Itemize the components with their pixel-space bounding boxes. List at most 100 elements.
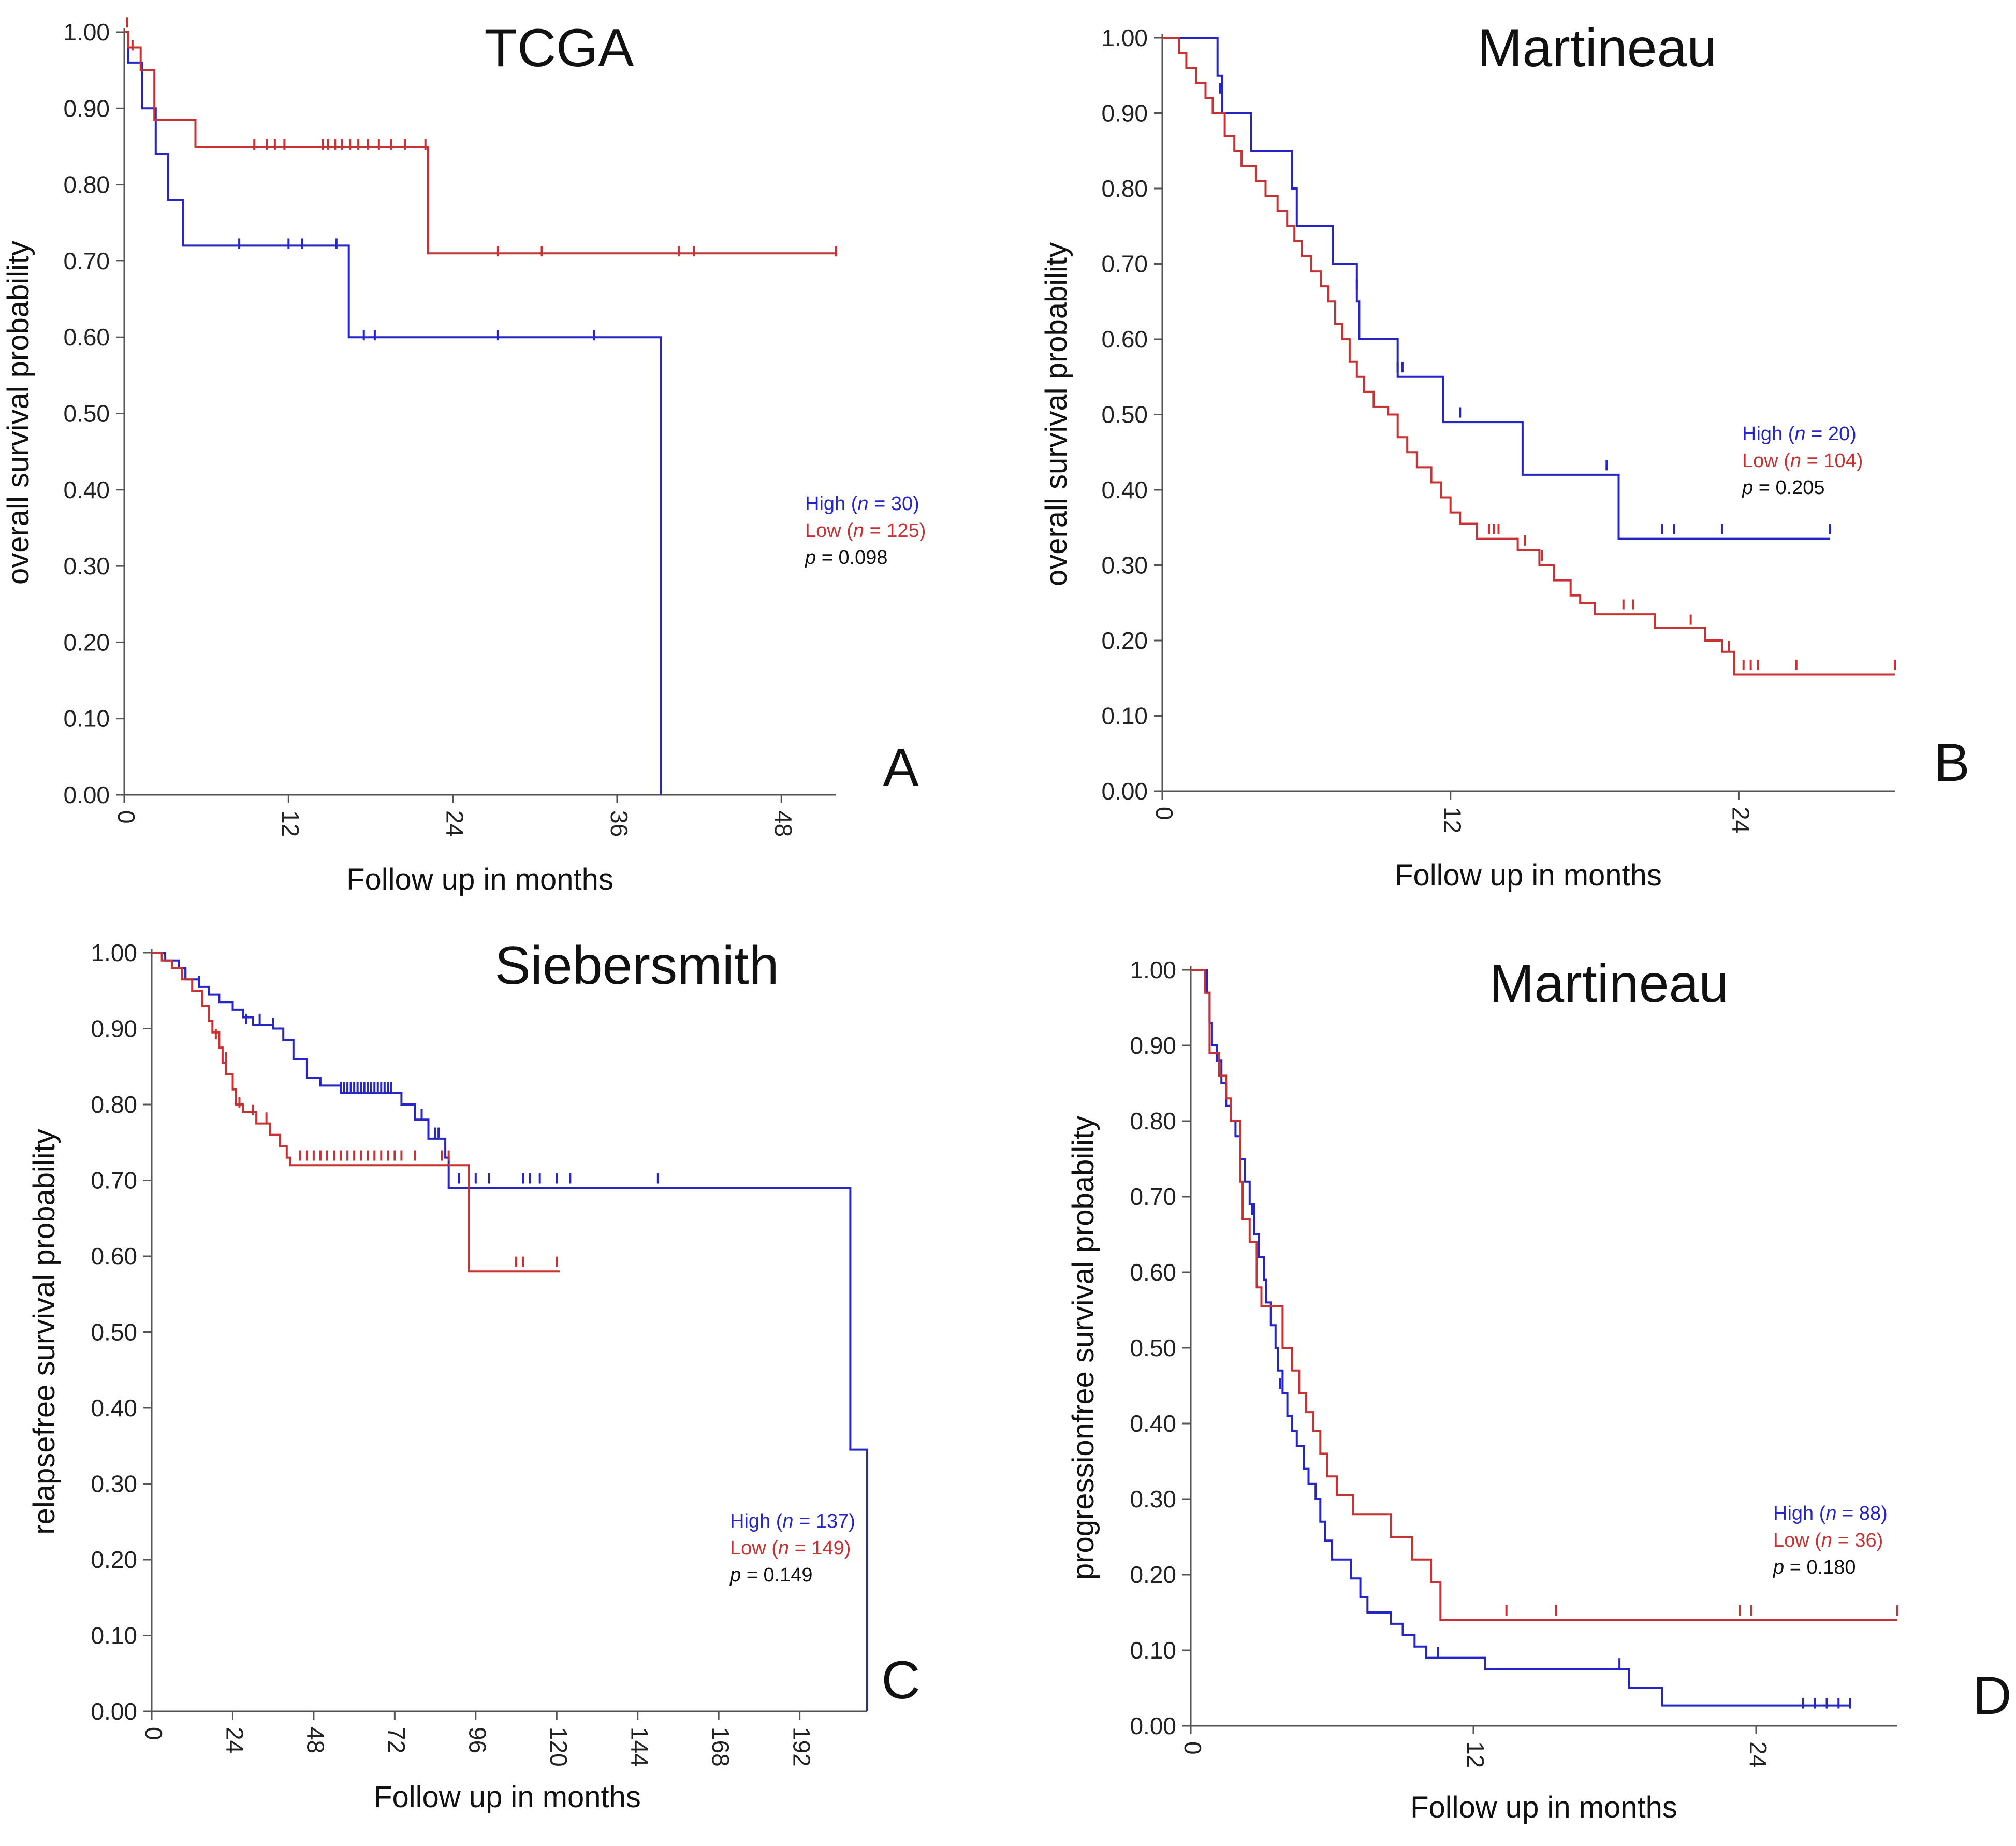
x-tick-label: 0 xyxy=(113,810,140,824)
legend-low: Low (n = 36) xyxy=(1773,1530,1883,1551)
legend-p-symbol: p xyxy=(729,1564,741,1586)
y-tick-label: 0.40 xyxy=(1101,476,1148,503)
y-tick-label: 1.00 xyxy=(1130,956,1176,983)
legend-p-value: p = 0.149 xyxy=(729,1564,813,1586)
legend-p-value: p = 0.205 xyxy=(1742,477,1825,499)
legend-p-number: = 0.098 xyxy=(816,547,887,569)
y-axis-label: progressionfree survival probability xyxy=(1067,1116,1100,1580)
legend-low-label: Low ( xyxy=(1742,450,1790,472)
legend-high-label: High ( xyxy=(1742,423,1795,445)
y-tick-label: 0.00 xyxy=(1130,1712,1176,1739)
y-tick-label: 0.50 xyxy=(63,400,110,427)
legend-low-label: Low ( xyxy=(730,1537,778,1559)
legend-low-n: n xyxy=(778,1537,789,1559)
survival-curve-high xyxy=(1191,969,1850,1707)
x-tick-label: 120 xyxy=(545,1727,572,1767)
x-tick-label: 0 xyxy=(1179,1741,1206,1755)
y-tick-label: 0.40 xyxy=(1130,1410,1176,1437)
y-tick-label: 1.00 xyxy=(91,939,137,966)
legend-p-number: = 0.205 xyxy=(1753,477,1824,499)
y-tick-label: 0.70 xyxy=(63,248,110,274)
y-tick-label: 0.20 xyxy=(1101,627,1148,654)
y-tick-label: 0.10 xyxy=(1101,703,1148,730)
legend-high-count: = 30) xyxy=(869,493,919,515)
legend-low-label: Low ( xyxy=(805,520,853,542)
y-tick-label: 0.90 xyxy=(1101,100,1148,127)
survival-curve-low xyxy=(1191,969,1897,1621)
legend-high: High (n = 137) xyxy=(730,1510,855,1532)
legend-high-label: High ( xyxy=(1773,1503,1826,1524)
y-tick-label: 0.50 xyxy=(1101,401,1148,428)
legend-high-n: n xyxy=(857,493,868,515)
y-axis-label: overall survival probability xyxy=(1040,242,1073,586)
y-tick-label: 1.00 xyxy=(1101,24,1148,51)
legend-p-number: = 0.149 xyxy=(741,1564,812,1586)
y-tick-label: 0.70 xyxy=(91,1167,137,1194)
y-tick-label: 0.00 xyxy=(63,781,110,808)
y-tick-label: 0.40 xyxy=(63,476,110,503)
survival-curve-high xyxy=(152,952,868,1711)
panel-a-tcga-overall-survival: 0.00 0.10 0.20 0.30 0.40 0.50 0.60 0.70 0.80 0.90… xyxy=(2,17,926,896)
legend-p-value: p = 0.180 xyxy=(1773,1557,1856,1578)
y-tick-label: 0.70 xyxy=(1101,251,1148,278)
survival-curve-high xyxy=(1162,37,1830,540)
x-tick-label: 24 xyxy=(221,1727,248,1753)
legend-low-n: n xyxy=(853,520,864,542)
x-axis-label: Follow up in months xyxy=(374,1780,641,1814)
legend-p-value: p = 0.098 xyxy=(805,547,888,569)
legend-high-n: n xyxy=(1825,1503,1836,1524)
panel-letter: C xyxy=(881,1650,920,1710)
x-tick-label: 192 xyxy=(788,1727,815,1767)
legend-p-symbol: p xyxy=(1742,477,1753,499)
y-tick-label: 0.80 xyxy=(91,1091,137,1118)
legend-low-count: = 104) xyxy=(1801,450,1863,472)
y-tick-label: 0.60 xyxy=(1101,326,1148,353)
legend-low-label: Low ( xyxy=(1773,1530,1821,1551)
legend-p-number: = 0.180 xyxy=(1784,1557,1856,1578)
legend-low-count: = 36) xyxy=(1832,1530,1883,1551)
y-tick-label: 0.50 xyxy=(1130,1334,1176,1361)
y-tick-label: 0.80 xyxy=(63,171,110,198)
x-tick-label: 168 xyxy=(707,1727,734,1767)
legend-high-label: High ( xyxy=(805,493,858,515)
chart-title: Martineau xyxy=(1478,18,1717,78)
legend-low-n: n xyxy=(1790,450,1801,472)
y-tick-label: 0.30 xyxy=(63,553,110,579)
x-tick-label: 36 xyxy=(606,810,633,837)
x-tick-label: 24 xyxy=(441,810,468,837)
panel-letter: D xyxy=(1973,1666,2011,1726)
y-tick-label: 0.90 xyxy=(91,1015,137,1042)
legend-low: Low (n = 104) xyxy=(1742,450,1863,472)
legend-low: Low (n = 149) xyxy=(730,1537,851,1559)
y-tick-label: 0.80 xyxy=(1101,175,1148,202)
panel-letter: B xyxy=(1934,733,1969,793)
x-tick-label: 24 xyxy=(1727,807,1754,833)
x-tick-label: 48 xyxy=(770,810,797,837)
survival-curve-low xyxy=(124,31,836,255)
legend-high: High (n = 30) xyxy=(805,493,919,515)
x-tick-label: 48 xyxy=(302,1727,329,1753)
legend-low: Low (n = 125) xyxy=(805,520,926,542)
x-tick-label: 144 xyxy=(626,1727,653,1767)
chart-title: TCGA xyxy=(485,18,635,78)
legend-high-label: High ( xyxy=(730,1510,783,1532)
survival-curve-low xyxy=(1162,37,1895,676)
x-tick-label: 72 xyxy=(383,1727,410,1753)
legend-high-n: n xyxy=(1794,423,1805,445)
y-tick-label: 0.60 xyxy=(63,324,110,351)
survival-curve-low xyxy=(152,952,560,1273)
x-axis-label: Follow up in months xyxy=(1410,1791,1677,1824)
y-tick-label: 0.00 xyxy=(1101,778,1148,805)
x-tick-label: 12 xyxy=(1462,1741,1489,1768)
legend-high: High (n = 20) xyxy=(1742,423,1857,445)
legend-low-count: = 149) xyxy=(789,1537,851,1559)
y-tick-label: 0.20 xyxy=(1130,1561,1176,1588)
legend-low-n: n xyxy=(1821,1530,1832,1551)
panel-letter: A xyxy=(883,738,919,798)
legend-high-count: = 137) xyxy=(794,1510,855,1532)
legend-p-symbol: p xyxy=(805,547,816,569)
legend-p-symbol: p xyxy=(1773,1557,1784,1578)
x-axis-label: Follow up in months xyxy=(1395,859,1662,892)
legend-high-count: = 20) xyxy=(1806,423,1857,445)
y-axis-label: overall survival probability xyxy=(2,241,35,585)
